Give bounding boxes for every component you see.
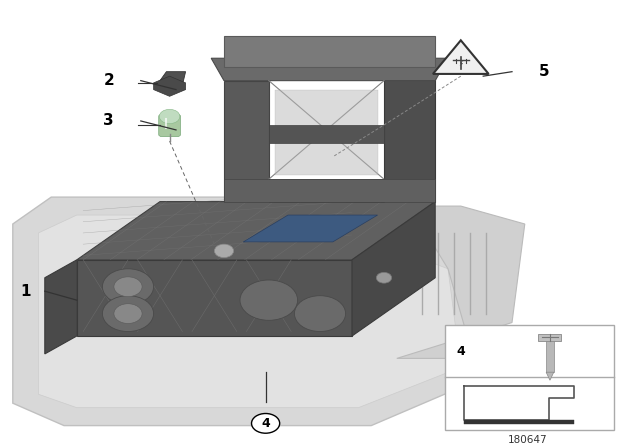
Text: 4: 4	[261, 417, 270, 430]
Circle shape	[214, 244, 234, 258]
Bar	[445, 325, 614, 430]
Polygon shape	[224, 36, 435, 67]
Polygon shape	[546, 372, 554, 380]
Text: 4: 4	[456, 345, 465, 358]
Polygon shape	[77, 260, 352, 336]
Circle shape	[252, 414, 280, 433]
Circle shape	[114, 304, 142, 323]
Polygon shape	[433, 40, 489, 74]
Polygon shape	[397, 206, 525, 358]
Polygon shape	[352, 202, 435, 336]
Bar	[464, 420, 574, 424]
Text: ⚡: ⚡	[458, 60, 463, 67]
Circle shape	[376, 272, 392, 283]
Polygon shape	[157, 83, 182, 90]
FancyBboxPatch shape	[159, 114, 180, 137]
Polygon shape	[13, 197, 486, 426]
Polygon shape	[224, 179, 435, 202]
Polygon shape	[154, 76, 186, 96]
Polygon shape	[45, 260, 77, 354]
Polygon shape	[384, 63, 435, 202]
Circle shape	[114, 277, 142, 297]
Text: 3: 3	[104, 113, 114, 129]
Polygon shape	[538, 334, 561, 340]
Text: 1: 1	[20, 284, 31, 299]
Polygon shape	[77, 202, 435, 260]
Circle shape	[102, 296, 154, 332]
Polygon shape	[243, 215, 378, 242]
Text: 2: 2	[104, 73, 114, 88]
Polygon shape	[38, 215, 461, 408]
Polygon shape	[211, 58, 448, 81]
Text: 5: 5	[539, 64, 549, 79]
Polygon shape	[157, 72, 186, 85]
Circle shape	[240, 280, 298, 320]
Polygon shape	[275, 90, 378, 175]
Polygon shape	[224, 81, 269, 202]
Circle shape	[159, 109, 180, 124]
Polygon shape	[269, 125, 384, 143]
Circle shape	[102, 269, 154, 305]
Bar	[546, 340, 554, 372]
Polygon shape	[269, 179, 384, 202]
Text: 180647: 180647	[508, 435, 548, 444]
Circle shape	[294, 296, 346, 332]
